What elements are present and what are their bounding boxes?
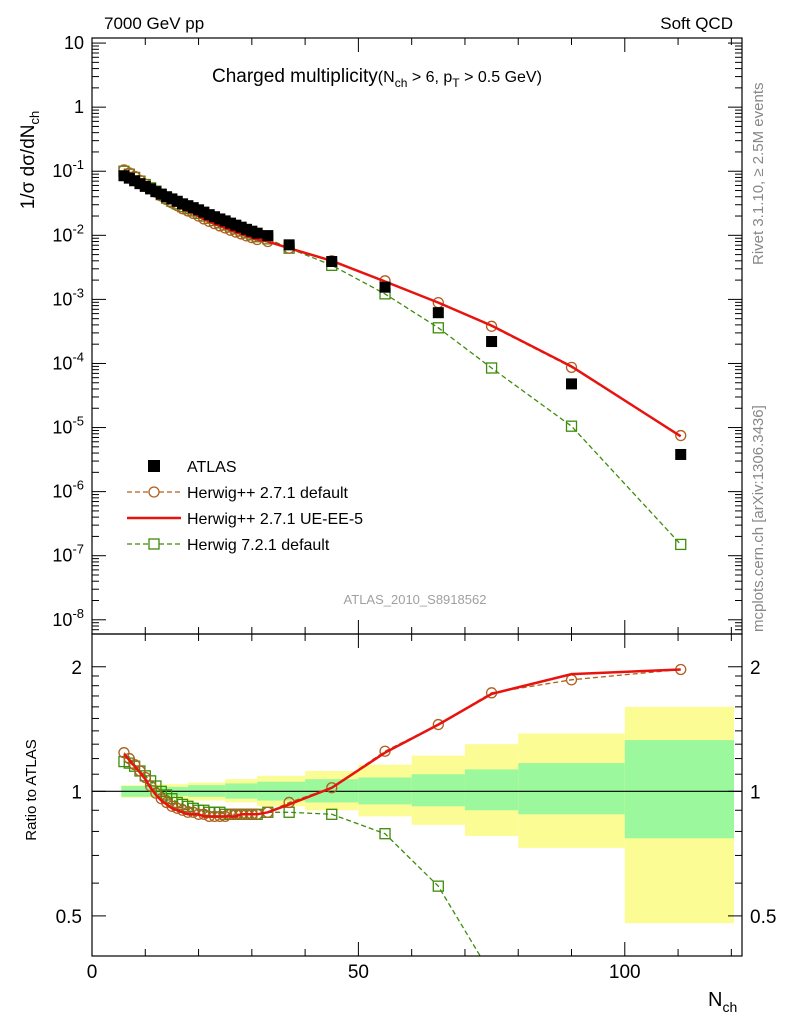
atlas-point [432,307,444,319]
y-tick-label: 10-1 [52,157,84,181]
legend: ATLAS Herwig++ 2.7.1 default Herwig++ 2.7.… [127,459,363,554]
ratio-tick-label: 2 [71,658,82,679]
atlas-point [283,239,295,251]
legend-label: ATLAS [187,459,237,476]
herwigpp-default-point [565,361,578,373]
legend-marker-herwig7-default [148,538,160,550]
rivet-version-text: Rivet 3.1.10, ≥ 2.5M events [750,83,767,266]
y-tick-label: 10 [64,33,84,53]
y-axis-label-bottom: Ratio to ATLAS [23,739,40,840]
ratio-herwig7-default-point [432,880,444,892]
ratio-herwig7-default-point [326,808,338,820]
herwig7-default-point [432,322,444,334]
x-tick-label: 100 [609,962,641,983]
ratio-herwigpp-default-point [166,800,178,812]
y-tick-label: 10-8 [52,606,84,630]
atlas-point [262,230,274,242]
herwigpp-default-point [485,320,498,332]
atlas-point [379,281,391,293]
ratio-panel-series [118,663,687,957]
atlas-point [251,227,263,239]
top-panel-series [118,164,687,551]
herwig7-default-point [565,420,578,432]
ratio-herwigpp-default-point [224,808,237,820]
atlas-point [486,336,498,348]
ratio-herwigpp-default-point [187,806,199,818]
ratio-herwigpp-default-point [139,771,151,784]
ratio-tick-label-right: 1 [750,782,761,803]
legend-marker-herwigpp-default [148,486,160,498]
legend-label: Herwig 7.2.1 default [187,537,330,554]
y-tick-label: 10-7 [52,542,84,566]
band-stat-bin [624,740,735,839]
atlas-point [566,378,578,390]
x-tick-label: 0 [87,962,98,983]
ratio-tick-label: 0.5 [56,907,82,928]
x-tick-label: 50 [348,962,369,983]
band-stat-bin [464,769,519,811]
ratio-tick-label-right: 0.5 [750,907,776,928]
chart-title: Charged multiplicity(Nch > 6, pT > 0.5 G… [212,66,542,90]
herwigpp-default-point [675,429,687,442]
ratio-herwigpp-ueee5-line [123,668,681,818]
y-tick-label: 1 [74,97,84,117]
atlas-point [326,256,338,268]
ratio-herwigpp-default-point [144,780,157,792]
analysis-watermark: ATLAS_2010_S8918562 [344,592,487,607]
y-tick-label: 10-3 [52,285,84,309]
mcplots-credit-text: mcplots.cern.ch [arXiv:1306.3436] [750,405,767,632]
y-axis-label-top: 1/σ dσ/dNch [18,111,42,209]
legend-label: Herwig++ 2.7.1 default [187,485,349,502]
ratio-tick-label: 1 [71,782,82,803]
legend-marker-atlas [148,460,160,472]
y-tick-label: 10-2 [52,221,84,245]
legend-label: Herwig++ 2.7.1 UE-EE-5 [187,511,363,528]
ratio-uncertainty-bands [121,706,735,924]
herwig7-default-point [485,362,498,374]
band-stat-bin [411,774,465,807]
ratio-herwigpp-default-point [432,718,444,731]
y-tick-label: 10-6 [52,478,84,502]
ratio-herwig7-default-point [379,828,391,840]
y-tick-label: 10-5 [52,414,84,438]
ratio-tick-label-right: 2 [750,658,761,679]
herwig7-default-point [675,538,687,551]
atlas-point [675,448,687,460]
y-tick-label: 10-4 [52,349,84,373]
header-right: Soft QCD [660,14,733,33]
header-left: 7000 GeV pp [104,14,204,33]
band-stat-bin [518,763,625,815]
ratio-herwigpp-default-point [326,782,338,794]
ratio-panel-frame [91,633,743,957]
x-axis-label: Nch [708,989,737,1015]
